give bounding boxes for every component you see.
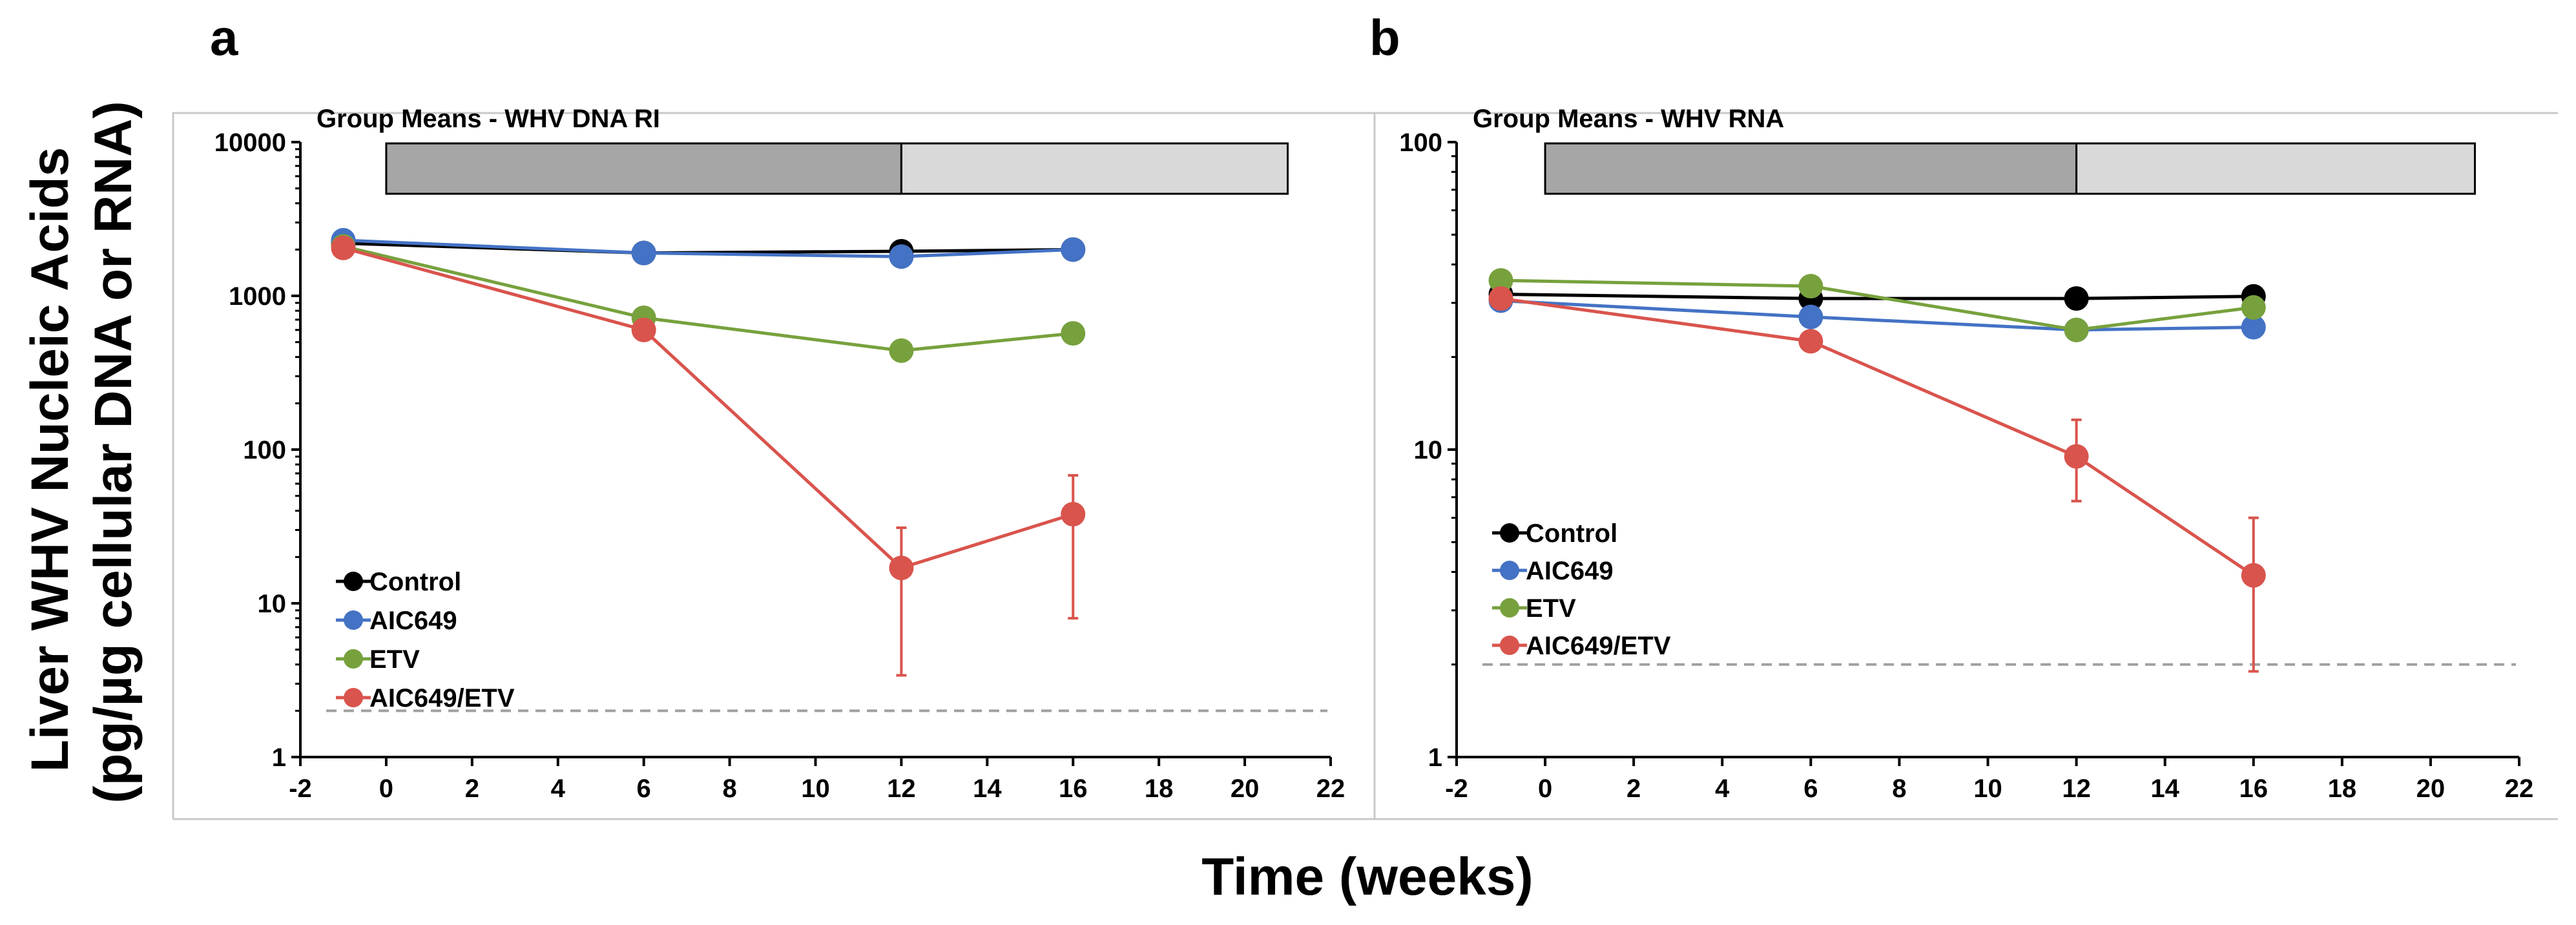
x-tick-label: 8: [1892, 774, 1906, 803]
x-axis-label: Time (weeks): [1201, 847, 1533, 906]
legend-marker-aic649-etv: [1500, 636, 1519, 655]
x-tick-label: 12: [2062, 774, 2091, 803]
data-point-etv: [2064, 317, 2089, 342]
data-point-etv: [1061, 321, 1086, 346]
chart-title: Group Means - WHV DNA RI: [317, 105, 660, 133]
data-point-etv: [1798, 274, 1823, 299]
treatment-bar-dark: [385, 142, 902, 195]
x-tick-label: 4: [551, 774, 566, 803]
treatment-bar-light: [2075, 142, 2476, 195]
y-axis-label-line2: (pg/µg cellular DNA or RNA): [84, 101, 143, 803]
legend-marker-etv: [1500, 598, 1519, 618]
x-tick-label: -2: [289, 774, 312, 803]
series-line-etv: [1501, 278, 2254, 332]
data-point-etv: [889, 338, 914, 363]
legend-label-etv: ETV: [369, 645, 420, 674]
x-tick-label: 10: [801, 774, 830, 803]
legend-label-aic649: AIC649: [369, 607, 457, 635]
x-tick-label: 2: [1626, 774, 1641, 803]
series-line-aic649: [1501, 298, 2254, 332]
legend-label-aic649: AIC649: [1526, 557, 1614, 585]
y-tick-label: 100: [1399, 129, 1442, 157]
x-tick-label: 8: [722, 774, 736, 803]
legend-marker-control: [1500, 523, 1519, 543]
x-tick-label: 22: [1316, 774, 1345, 803]
x-tick-label: 20: [1231, 774, 1260, 803]
data-point-aic649-etv: [2064, 444, 2089, 469]
legend-label-aic649-etv: AIC649/ETV: [369, 684, 515, 712]
series-line-etv: [342, 244, 1074, 353]
y-tick-label: 10: [258, 590, 287, 618]
data-point-etv: [1488, 268, 1513, 293]
data-point-aic649: [2241, 315, 2266, 340]
y-tick-label: 100: [243, 436, 286, 464]
legend-marker-control: [344, 572, 363, 591]
data-point-control: [2064, 286, 2089, 311]
x-tick-label: 14: [2150, 774, 2179, 803]
legend-marker-aic649: [1500, 561, 1519, 580]
data-point-aic649-etv: [1061, 502, 1086, 527]
y-tick-label: 10000: [214, 129, 286, 157]
x-tick-label: 14: [973, 774, 1002, 803]
data-point-aic649: [1798, 304, 1823, 329]
x-tick-label: 18: [1145, 774, 1174, 803]
y-tick-label: 1: [1428, 743, 1442, 772]
series-line-control: [1501, 293, 2254, 300]
panel-letter: b: [1369, 9, 1400, 66]
legend-marker-etv: [344, 649, 363, 669]
data-point-etv: [2241, 295, 2266, 320]
x-tick-label: 0: [379, 774, 393, 803]
series-line-aic649: [343, 238, 1074, 258]
y-tick-label: 1: [272, 743, 286, 772]
y-axis-label: Liver WHV Nucleic Acids (pg/µg cellular …: [21, 101, 143, 803]
y-tick-label: 10: [1414, 436, 1443, 464]
series-line-aic649-etv: [1501, 296, 2255, 577]
x-tick-label: 6: [637, 774, 651, 803]
legend-label-control: Control: [1526, 519, 1617, 548]
data-point-aic649: [889, 244, 914, 269]
x-tick-label: 10: [1973, 774, 2002, 803]
y-tick-label: 1000: [229, 282, 286, 311]
data-point-aic649-etv: [1798, 329, 1823, 354]
panel-letter: a: [210, 9, 238, 66]
x-tick-label: 6: [1803, 774, 1818, 803]
plot-frame: [1373, 112, 2558, 819]
x-tick-label: -2: [1445, 774, 1468, 803]
legend-marker-aic649: [344, 610, 363, 630]
x-tick-label: 0: [1538, 774, 1552, 803]
data-point-aic649-etv: [889, 556, 914, 581]
plot-frame: [172, 112, 1375, 819]
data-point-aic649: [1061, 237, 1086, 262]
legend-label-etv: ETV: [1526, 594, 1576, 623]
data-point-aic649-etv: [2241, 563, 2266, 588]
x-tick-label: 22: [2505, 774, 2534, 803]
x-tick-label: 16: [2239, 774, 2269, 803]
legend-label-control: Control: [369, 568, 461, 596]
x-tick-label: 18: [2328, 774, 2357, 803]
data-point-aic649: [631, 240, 656, 265]
treatment-bar-light: [900, 142, 1289, 195]
data-point-aic649-etv: [631, 317, 656, 342]
legend-marker-aic649-etv: [344, 688, 363, 707]
y-axis-label-line1: Liver WHV Nucleic Acids: [21, 147, 79, 773]
x-tick-label: 16: [1059, 774, 1088, 803]
x-tick-label: 4: [1715, 774, 1730, 803]
treatment-bar-dark: [1544, 142, 2078, 195]
data-point-aic649-etv: [1488, 286, 1513, 311]
series-line-aic649-etv: [342, 246, 1074, 570]
data-point-aic649-etv: [331, 235, 356, 260]
x-tick-label: 20: [2416, 774, 2446, 803]
legend-label-aic649-etv: AIC649/ETV: [1526, 632, 1671, 660]
panel-b-chart: b Group Means - WHV RNA 1 10 100 -2 0 2 4 6 8 10 12 1…: [1369, 9, 2558, 820]
x-tick-label: 12: [887, 774, 916, 803]
x-tick-label: 2: [465, 774, 479, 803]
chart-title: Group Means - WHV RNA: [1473, 105, 1784, 133]
